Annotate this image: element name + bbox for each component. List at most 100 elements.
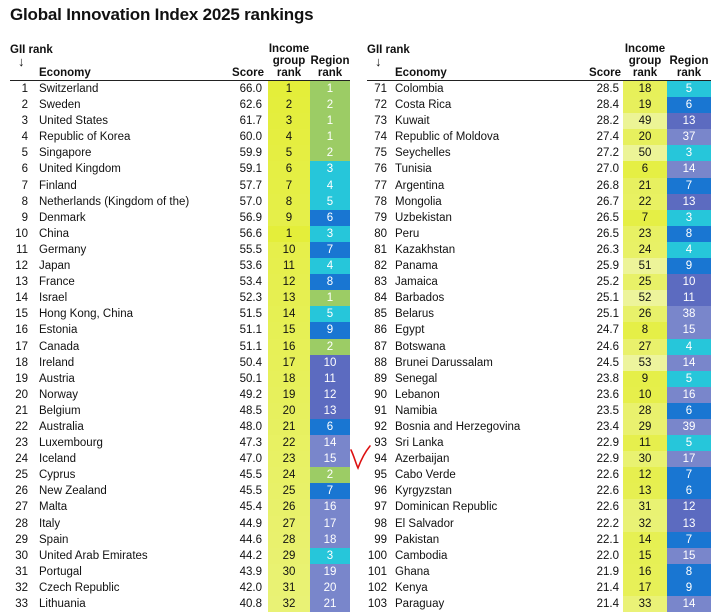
economy-cell: Colombia xyxy=(395,83,444,95)
header-divider xyxy=(10,80,350,81)
rank-cell: 86 xyxy=(374,324,387,337)
rank-cell: 24 xyxy=(15,453,28,466)
income-group-rank-cell: 26 xyxy=(268,499,310,516)
region-rank-cell: 16 xyxy=(667,386,711,403)
region-rank-cell: 3 xyxy=(667,209,711,226)
rank-cell: 7 xyxy=(21,179,28,192)
economy-cell: New Zealand xyxy=(39,485,107,498)
rank-cell: 84 xyxy=(374,292,387,305)
income-group-rank-cell: 51 xyxy=(623,258,667,275)
economy-cell: United Kingdom xyxy=(39,163,121,176)
rank-cell: 21 xyxy=(15,404,28,417)
economy-cell: Finland xyxy=(39,179,77,192)
economy-cell: Lebanon xyxy=(395,388,440,401)
economy-cell: Kazakhstan xyxy=(395,243,456,256)
economy-cell: Kuwait xyxy=(395,115,430,128)
rank-cell: 83 xyxy=(374,276,387,289)
score-cell: 49.2 xyxy=(239,388,262,401)
economy-cell: Italy xyxy=(39,517,61,530)
table-row: 13 France 53.4 12 8 xyxy=(10,274,350,291)
score-cell: 44.2 xyxy=(239,549,262,562)
table-row: 26 New Zealand 45.5 25 7 xyxy=(10,483,350,500)
rank-cell: 6 xyxy=(21,163,28,176)
region-rank-cell: 38 xyxy=(667,306,711,323)
table-row: 33 Lithuania 40.8 32 21 xyxy=(10,596,350,613)
table-row: 103 Paraguay 21.4 33 14 xyxy=(367,596,711,613)
rank-cell: 91 xyxy=(374,404,387,417)
economy-cell: Mongolia xyxy=(395,195,442,208)
score-cell: 21.9 xyxy=(596,565,619,578)
table-row: 81 Kazakhstan 26.3 24 4 xyxy=(367,241,711,259)
income-group-rank-cell: 31 xyxy=(623,499,667,516)
table-row: 71 Colombia 28.5 18 5 xyxy=(367,81,711,98)
rank-cell: 78 xyxy=(374,195,387,208)
table-row: 73 Kuwait 28.2 49 13 xyxy=(367,113,711,130)
rank-cell: 95 xyxy=(374,469,387,482)
economy-cell: Sweden xyxy=(39,99,81,112)
score-cell: 22.6 xyxy=(596,469,619,482)
table-row: 77 Argentina 26.8 21 7 xyxy=(367,177,711,194)
rank-cell: 99 xyxy=(374,533,387,546)
table-row: 75 Seychelles 27.2 50 3 xyxy=(367,145,711,162)
income-group-rank-cell: 27 xyxy=(623,338,667,355)
income-group-rank-cell: 4 xyxy=(268,129,310,146)
table-row: 18 Ireland 50.4 17 10 xyxy=(10,354,350,371)
income-group-rank-cell: 11 xyxy=(623,435,667,452)
income-group-rank-cell: 22 xyxy=(623,193,667,210)
table-row: 94 Azerbaijan 22.9 30 17 xyxy=(367,451,711,468)
income-group-rank-cell: 20 xyxy=(268,402,310,419)
table-row: 100 Cambodia 22.0 15 15 xyxy=(367,547,711,564)
income-group-rank-cell: 50 xyxy=(623,145,667,162)
economy-cell: Belarus xyxy=(395,308,434,321)
table-row: 97 Dominican Republic 22.6 31 12 xyxy=(367,499,711,516)
score-cell: 23.4 xyxy=(596,420,619,433)
income-group-rank-cell: 14 xyxy=(623,531,667,548)
rank-cell: 72 xyxy=(374,99,387,112)
economy-cell: China xyxy=(39,227,70,240)
score-cell: 50.4 xyxy=(239,356,262,369)
region-rank-cell: 16 xyxy=(310,499,350,516)
region-rank-cell: 2 xyxy=(310,145,350,162)
rank-cell: 103 xyxy=(367,598,387,610)
score-cell: 24.6 xyxy=(596,340,619,353)
income-group-rank-cell: 16 xyxy=(268,338,310,355)
income-group-rank-cell: 33 xyxy=(623,596,667,613)
economy-cell: Republic of Korea xyxy=(39,131,131,144)
score-cell: 53.4 xyxy=(239,276,262,289)
income-group-rank-cell: 28 xyxy=(623,402,667,419)
income-group-rank-cell: 32 xyxy=(268,596,310,613)
rank-cell: 88 xyxy=(374,356,387,369)
table-row: 10 China 56.6 1 3 xyxy=(10,225,350,242)
region-rank-cell: 8 xyxy=(667,225,711,242)
rank-cell: 20 xyxy=(15,388,28,401)
region-rank-cell: 17 xyxy=(310,515,350,532)
income-group-rank-cell: 21 xyxy=(623,177,667,194)
region-rank-cell: 13 xyxy=(667,515,711,532)
score-cell: 22.9 xyxy=(596,453,619,466)
income-group-rank-cell: 24 xyxy=(623,241,667,259)
economy-cell: Portugal xyxy=(39,565,82,578)
table-row: 25 Cyprus 45.5 24 2 xyxy=(10,467,350,484)
score-cell: 26.5 xyxy=(596,211,619,224)
economy-cell: Israel xyxy=(39,292,68,305)
checkmark-annotation-icon xyxy=(350,445,371,470)
rank-cell: 100 xyxy=(367,549,387,562)
region-rank-cell: 1 xyxy=(310,290,350,307)
score-cell: 28.4 xyxy=(596,99,619,112)
score-cell: 22.9 xyxy=(596,437,619,450)
region-rank-cell: 4 xyxy=(310,177,350,194)
rank-cell: 16 xyxy=(15,324,28,337)
economy-cell: Barbados xyxy=(395,292,445,305)
header-divider xyxy=(367,80,711,81)
score-cell: 59.9 xyxy=(239,147,262,160)
economy-cell: Lithuania xyxy=(39,598,86,610)
score-header: Score xyxy=(232,67,264,79)
region-rank-cell: 5 xyxy=(310,193,350,210)
income-group-rank-cell: 23 xyxy=(268,451,310,468)
rank-cell: 93 xyxy=(374,437,387,450)
economy-cell: Azerbaijan xyxy=(395,453,450,466)
rank-cell: 85 xyxy=(374,308,387,321)
gii-rank-header: GII rank xyxy=(367,44,410,56)
rank-cell: 30 xyxy=(15,549,28,562)
table-row: 8 Netherlands (Kingdom of the) 57.0 8 5 xyxy=(10,193,350,210)
